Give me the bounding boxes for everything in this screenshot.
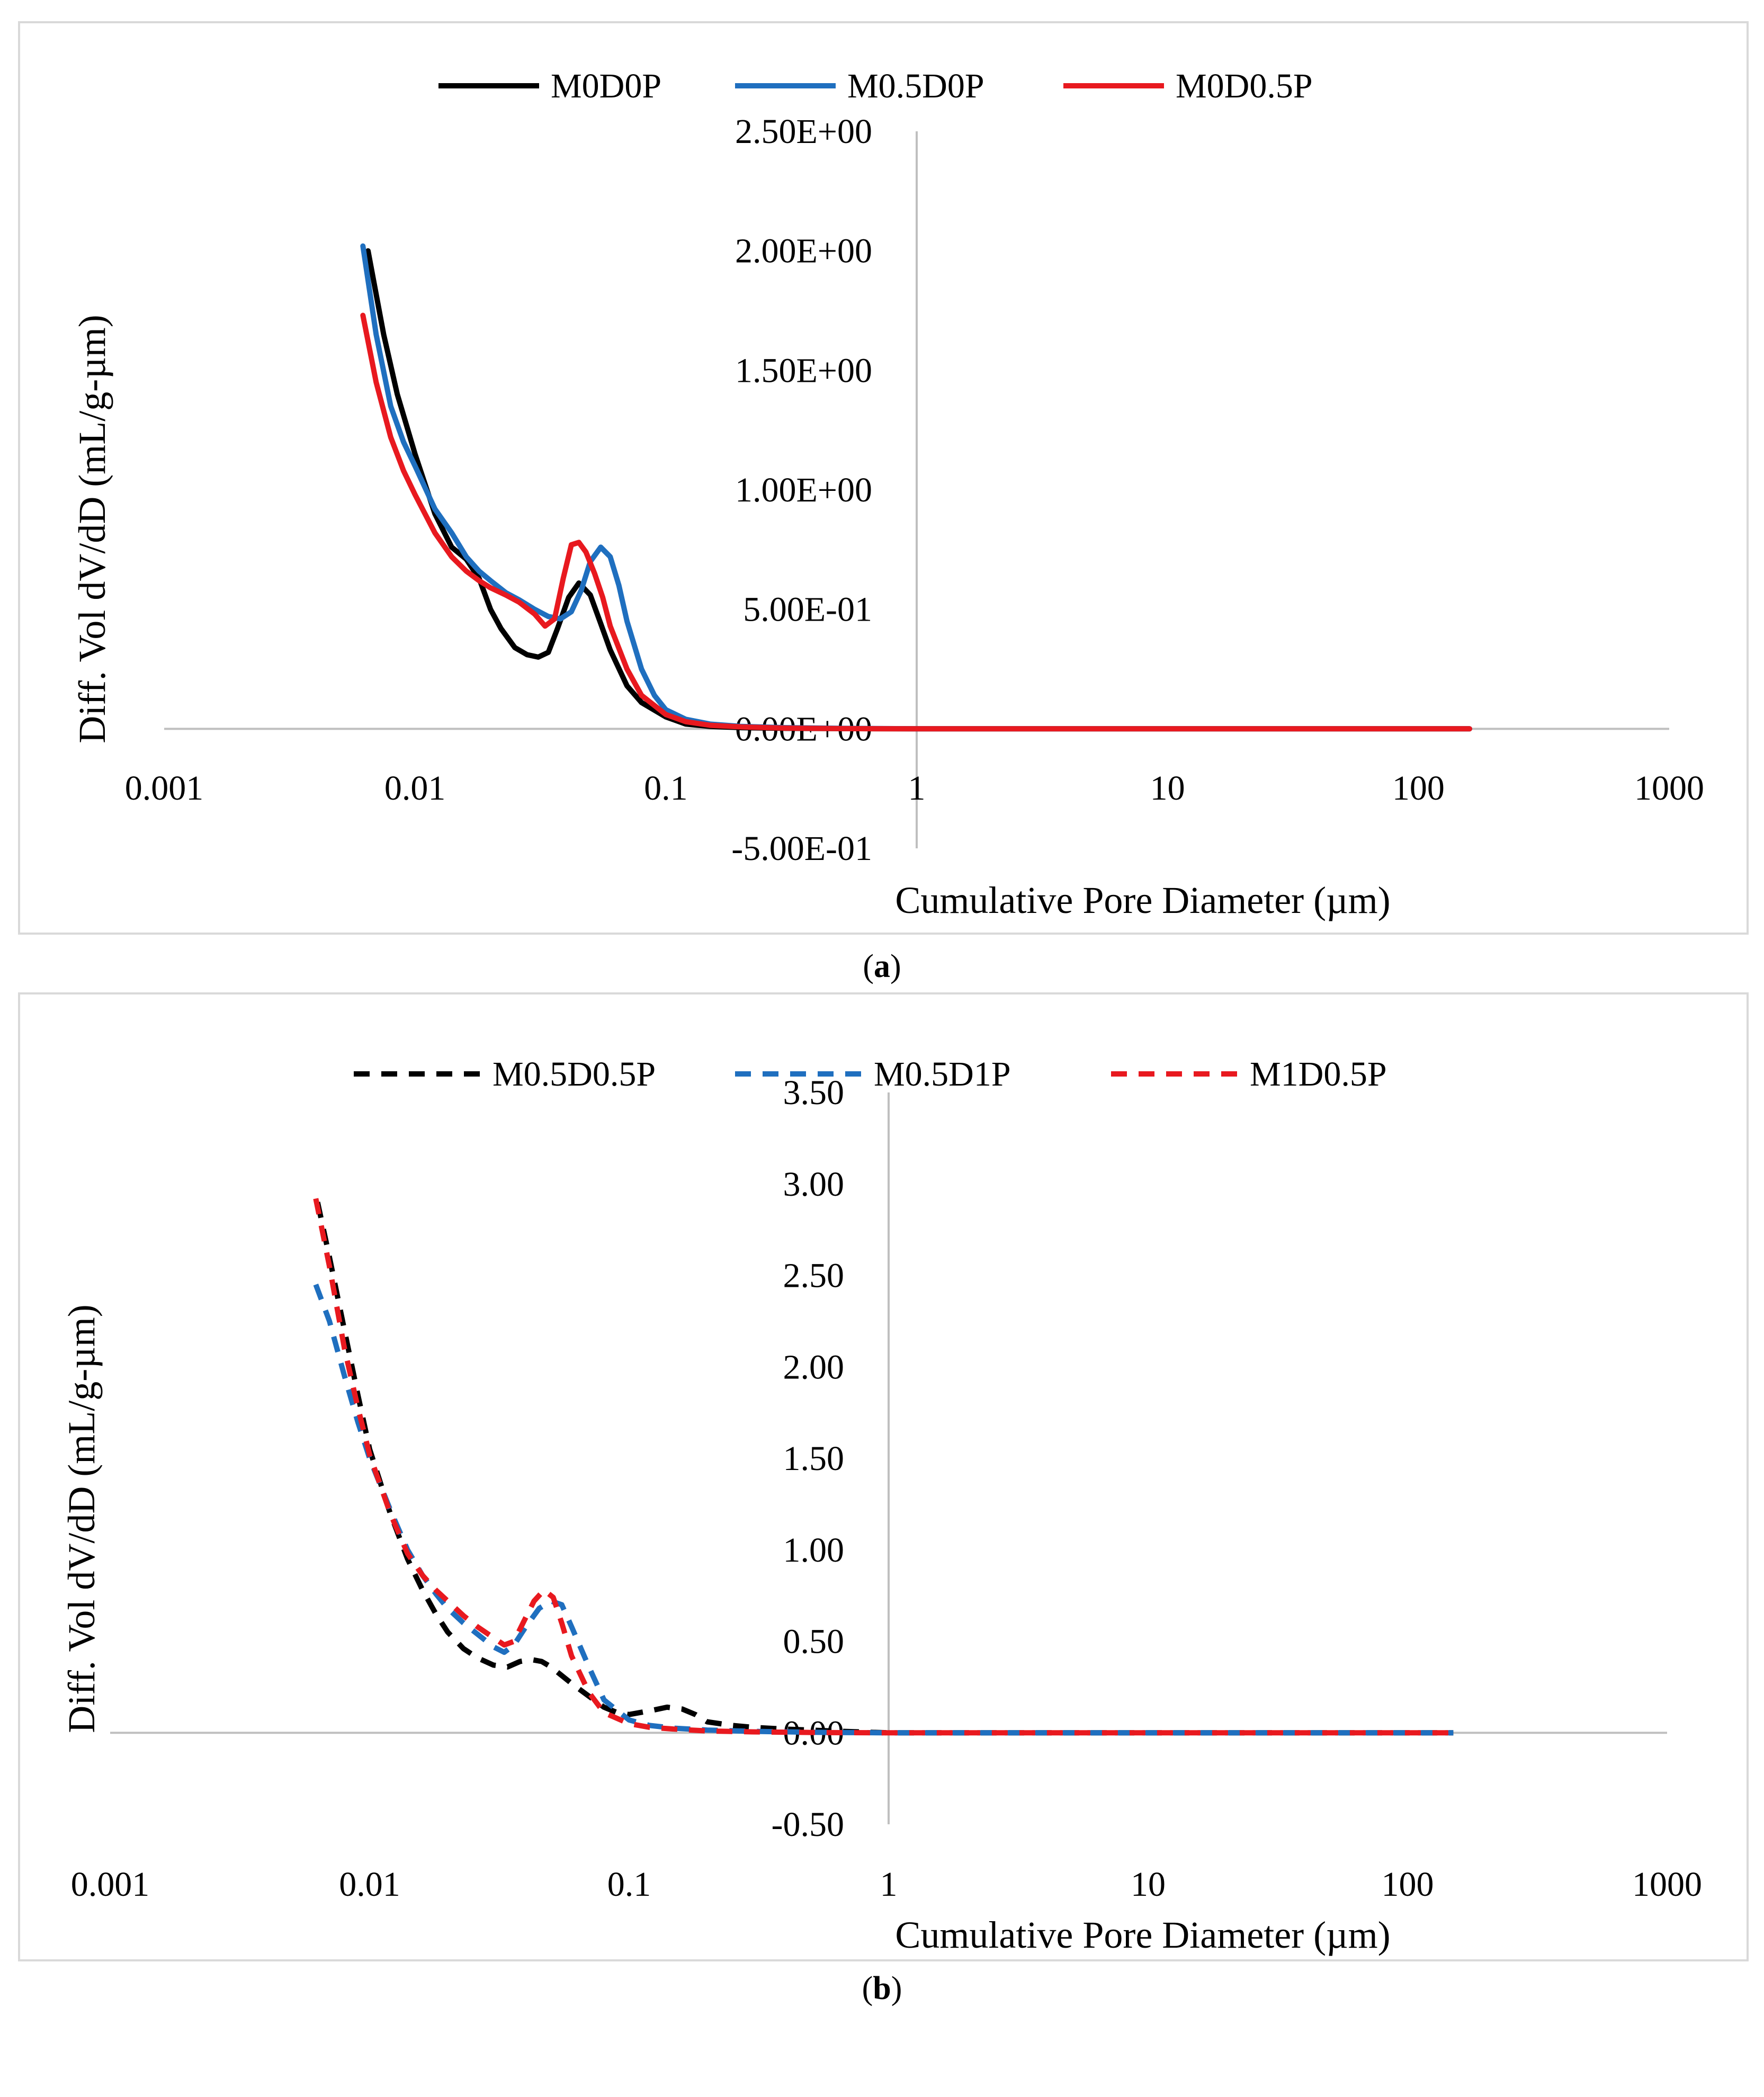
chart-b-y-tick-label: 3.50 [783,1073,845,1112]
chart-b-legend-label: M1D0.5P [1250,1055,1387,1094]
chart-b-series-line-m0-5d0-5p [315,1202,1454,1736]
chart-a-series-line-m0d0p [365,248,1472,732]
chart-b-y-tick-label: 3.00 [783,1165,845,1204]
chart-a-x-tick-label: 100 [1392,769,1445,808]
chart-b-series-line-m0-5d1p [313,1284,1454,1736]
caption-b-letter: b [873,1970,891,2006]
chart-a-y-tick-label: 2.00E+00 [735,232,872,271]
caption-a: (a) [863,948,901,984]
chart-b-series-line-m1d0-5p [313,1198,1454,1736]
chart-b-x-tick-label: 10 [1131,1865,1166,1904]
caption-b: (b) [862,1970,902,2006]
chart-a-x-tick-label: 0.01 [384,769,446,808]
chart-a-svg: -5.00E-010.00E+005.00E-011.00E+001.50E+0… [71,67,1704,921]
chart-b-legend-label: M0.5D1P [874,1055,1011,1094]
chart-a-x-tick-label: 0.1 [644,769,688,808]
chart-a-y-axis-label: Diff. Vol dV/dD (mL/g-µm) [71,315,113,743]
chart-panel-b: -0.50 0.00 0.50 1.00 1.50 2.00 2.50 3.00 3.50 0.0… [18,992,1749,1961]
chart-b-y-tick-label: 1.00 [783,1531,845,1570]
chart-b-x-tick-label: 100 [1382,1865,1434,1904]
chart-a-x-tick-label: 10 [1150,769,1185,808]
chart-b-y-tick-label: 0.50 [783,1623,845,1661]
chart-b-x-tick-label: 0.01 [339,1865,400,1904]
chart-a-x-tick-label: 0.001 [125,769,204,808]
chart-b-svg: -0.500.000.501.001.502.002.503.003.500.0… [60,1055,1702,1956]
chart-b-x-tick-label: 0.1 [607,1865,651,1904]
chart-b-x-tick-label: 1 [880,1865,898,1904]
chart-a-x-tick-label: 1 [908,769,926,808]
chart-a-legend-label: M0D0P [551,67,661,105]
chart-a-y-tick-label: 2.50E+00 [735,112,872,151]
chart-b-legend-label: M0.5D0.5P [493,1055,656,1094]
chart-a-y-tick-label: 1.50E+00 [735,351,872,390]
chart-panel-a: -5.00E-01 0.00E+00 5.00E-01 1.00E+00 1.50E+0… [18,21,1749,935]
chart-a-y-tick-label: 5.00E-01 [743,590,872,629]
chart-a-legend-label: M0D0.5P [1176,67,1313,105]
chart-a-legend-label: M0.5D0P [847,67,984,105]
chart-a-series-line-m0d0-5p [360,312,1472,732]
chart-b-x-tick-label: 1000 [1632,1865,1702,1904]
chart-b-y-tick-label: -0.50 [772,1805,844,1844]
chart-a-y-tick-label: 1.00E+00 [735,471,872,509]
chart-b-y-tick-label: 1.50 [783,1439,845,1478]
caption-a-letter: a [874,948,890,984]
chart-b-y-tick-label: 2.50 [783,1257,845,1295]
chart-b-x-tick-label: 0.001 [71,1865,150,1904]
chart-a-y-tick-label: -5.00E-01 [731,829,872,868]
chart-a-x-axis-label: Cumulative Pore Diameter (µm) [895,879,1390,921]
chart-b-x-axis-label: Cumulative Pore Diameter (µm) [895,1914,1390,1956]
chart-b-y-tick-label: 2.00 [783,1348,845,1386]
chart-a-x-tick-label: 1000 [1634,769,1704,808]
chart-b-y-axis-label: Diff. Vol dV/dD (mL/g-µm) [60,1304,103,1733]
